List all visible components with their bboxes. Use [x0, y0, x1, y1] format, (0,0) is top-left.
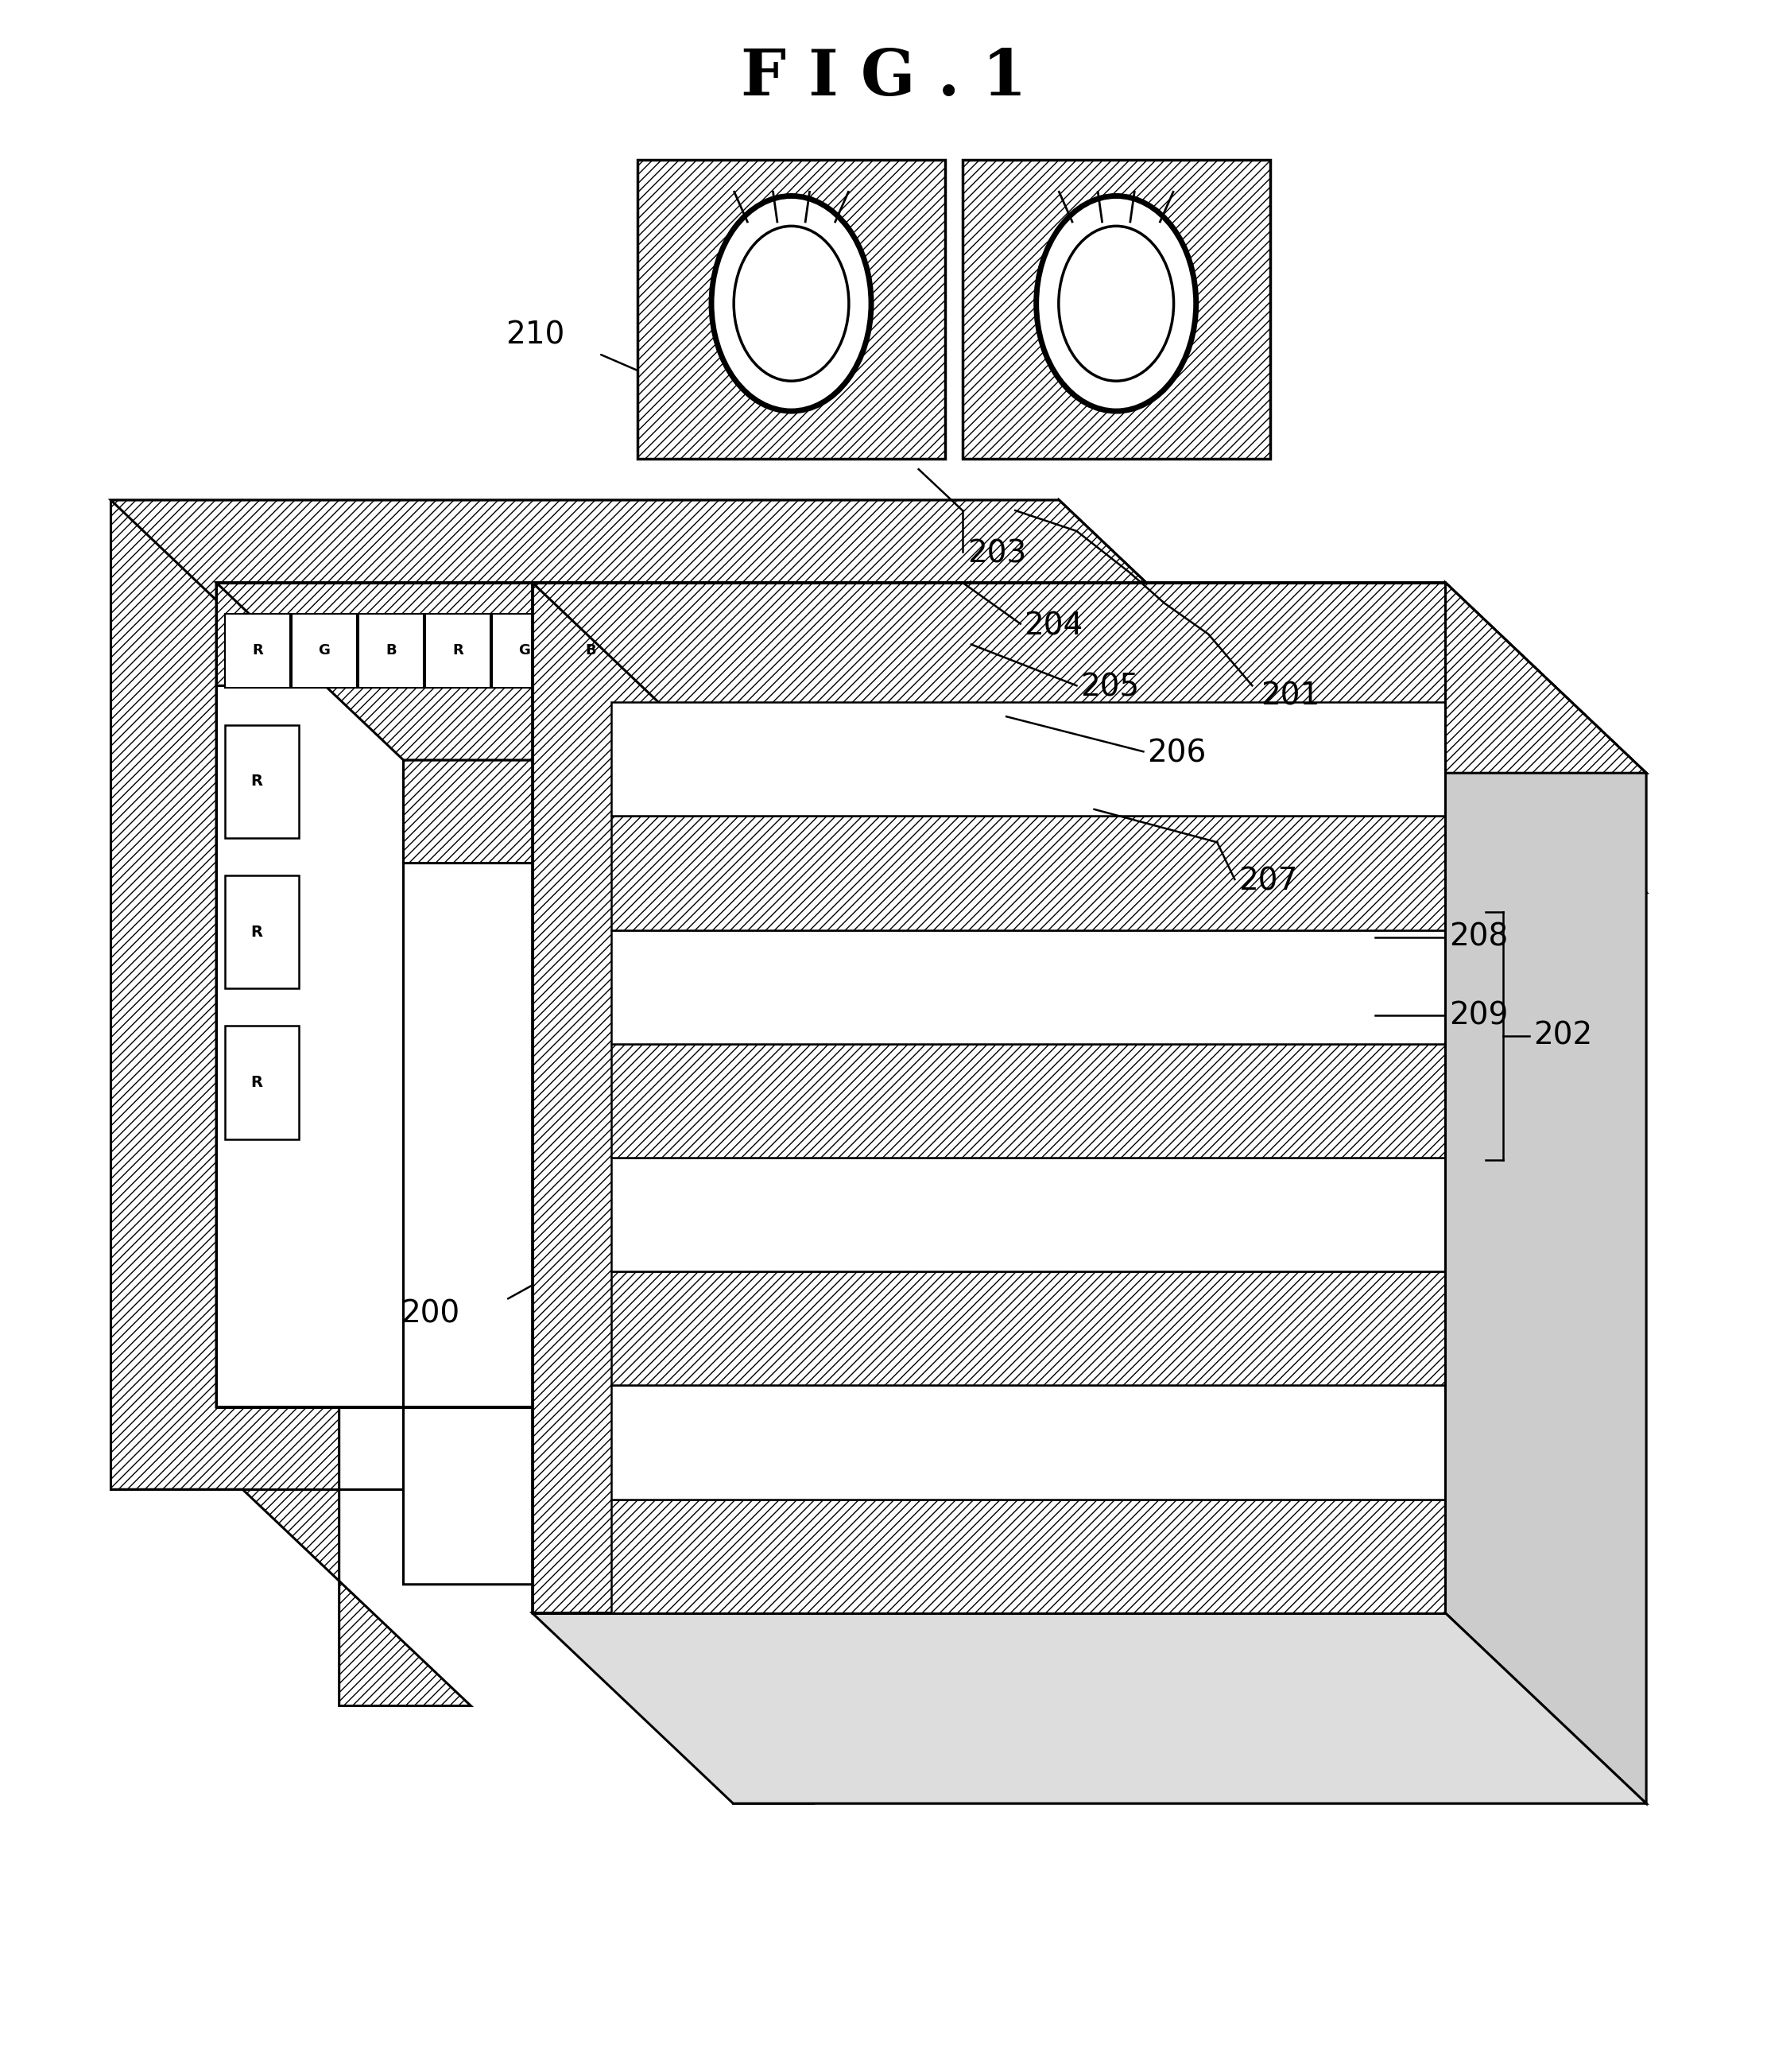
Text: 206: 206 — [1147, 738, 1207, 769]
Text: G: G — [919, 644, 931, 657]
Text: R: R — [253, 644, 263, 657]
Polygon shape — [224, 725, 299, 839]
Polygon shape — [611, 816, 1445, 930]
Ellipse shape — [1058, 226, 1173, 381]
Polygon shape — [626, 613, 691, 688]
Polygon shape — [292, 613, 357, 688]
Polygon shape — [1445, 582, 1647, 1803]
Text: B: B — [385, 644, 396, 657]
Text: R: R — [251, 775, 263, 789]
Polygon shape — [758, 613, 823, 688]
Polygon shape — [242, 613, 1288, 1705]
Polygon shape — [611, 1500, 1445, 1614]
Polygon shape — [426, 613, 489, 688]
Ellipse shape — [733, 226, 848, 381]
Polygon shape — [224, 1026, 299, 1140]
Text: 209: 209 — [1449, 1001, 1507, 1030]
Text: R: R — [852, 644, 864, 657]
Text: F I G . 1: F I G . 1 — [740, 48, 1027, 108]
Polygon shape — [611, 1158, 1445, 1272]
Polygon shape — [359, 613, 424, 688]
Polygon shape — [224, 874, 299, 988]
Text: 204: 204 — [1025, 611, 1083, 640]
Polygon shape — [693, 613, 756, 688]
Text: 207: 207 — [1239, 866, 1297, 897]
Polygon shape — [111, 499, 470, 1705]
Polygon shape — [532, 1614, 1647, 1803]
Polygon shape — [224, 613, 290, 688]
Polygon shape — [963, 160, 1270, 458]
Text: B: B — [786, 644, 797, 657]
Polygon shape — [111, 499, 1288, 717]
Polygon shape — [611, 1272, 1445, 1386]
Text: 208: 208 — [1449, 922, 1507, 953]
Text: R: R — [652, 644, 663, 657]
Text: 201: 201 — [1262, 682, 1320, 711]
Ellipse shape — [1035, 197, 1196, 410]
Polygon shape — [972, 582, 1159, 1585]
Text: R: R — [251, 924, 263, 939]
Text: G: G — [719, 644, 730, 657]
Text: R: R — [452, 644, 463, 657]
Text: G: G — [318, 644, 330, 657]
Text: 200: 200 — [401, 1299, 459, 1330]
Text: G: G — [518, 644, 530, 657]
Polygon shape — [825, 613, 891, 688]
Polygon shape — [532, 582, 813, 1803]
Polygon shape — [892, 613, 958, 688]
Polygon shape — [216, 686, 1159, 1585]
Polygon shape — [242, 499, 1288, 831]
Text: 203: 203 — [968, 539, 1027, 570]
Polygon shape — [611, 1386, 1445, 1500]
Polygon shape — [611, 702, 1445, 816]
Polygon shape — [532, 582, 1647, 893]
Polygon shape — [638, 160, 945, 458]
Text: B: B — [585, 644, 597, 657]
Polygon shape — [216, 582, 1159, 864]
Ellipse shape — [712, 197, 871, 410]
Polygon shape — [1058, 499, 1288, 1705]
Polygon shape — [611, 930, 1445, 1044]
Text: 205: 205 — [1080, 673, 1140, 702]
Polygon shape — [491, 613, 557, 688]
Text: 210: 210 — [505, 321, 565, 350]
Text: 202: 202 — [1534, 1021, 1592, 1051]
Polygon shape — [216, 582, 1159, 760]
Polygon shape — [611, 1044, 1445, 1158]
Polygon shape — [532, 582, 1647, 773]
Polygon shape — [558, 613, 624, 688]
Text: R: R — [251, 1075, 263, 1090]
